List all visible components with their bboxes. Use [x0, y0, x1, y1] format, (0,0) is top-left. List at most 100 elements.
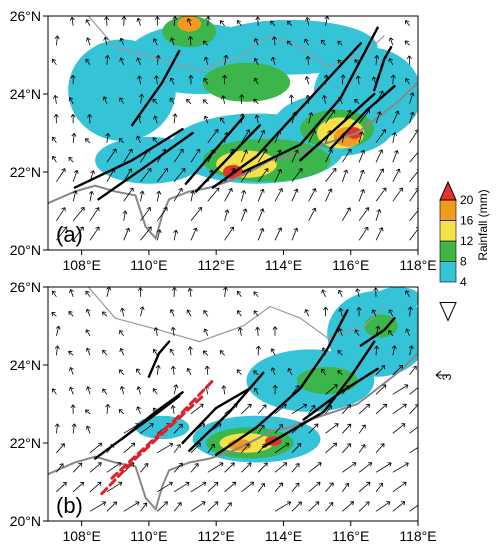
x-tick-label: 112°E: [198, 257, 235, 273]
panel-b-label: (b): [56, 493, 83, 518]
wind-vector: [172, 113, 178, 124]
wind-vector: [140, 502, 148, 512]
wind-vector: [85, 425, 91, 434]
shear-line-10: [373, 46, 393, 92]
wind-vector: [391, 345, 397, 356]
wind-vector: [122, 210, 128, 221]
wind-vector: [325, 168, 337, 183]
wind-vector: [371, 309, 377, 317]
wind-vector: [203, 56, 209, 65]
wind-vector: [409, 92, 415, 104]
wind-vector: [253, 77, 259, 85]
wind-vector: [170, 326, 176, 336]
wind-vector: [219, 20, 225, 27]
wind-vector: [355, 288, 361, 297]
wind-vector: [187, 346, 193, 356]
x-tick-label: 110°E: [130, 528, 167, 544]
wind-vector: [236, 290, 242, 298]
wind-vector: [169, 309, 175, 317]
wind-vector: [87, 114, 93, 124]
wind-vector: [274, 423, 283, 434]
wind-vector: [257, 404, 267, 415]
wind-vector: [388, 37, 394, 46]
wind-vector: [392, 481, 407, 493]
wind-vector: [374, 345, 380, 356]
wind-vector: [409, 187, 418, 202]
wind-vector: [69, 386, 74, 395]
wind-vector: [255, 345, 261, 356]
wind-vector: [203, 310, 209, 317]
wind-vector: [270, 348, 276, 356]
shear-line-5: [188, 371, 265, 452]
wind-vector: [154, 75, 160, 85]
colorbar-segment-1: [439, 261, 457, 283]
wind-vector: [51, 155, 57, 163]
coastline-b: [48, 287, 418, 512]
wind-vector: [274, 482, 284, 493]
wind-vector: [324, 16, 330, 26]
colorbar-segment-3: [439, 220, 457, 242]
wind-vector: [325, 482, 334, 493]
wind-vector: [118, 138, 124, 144]
wind-vector: [236, 20, 242, 27]
wind-vector: [155, 55, 161, 65]
wind-vector: [291, 403, 308, 415]
wind-vector: [255, 16, 261, 26]
wind-vector: [241, 443, 250, 454]
wind-vector: [325, 188, 333, 202]
wind-vector: [274, 501, 292, 512]
wind-vector: [253, 387, 259, 395]
wind-vector: [72, 462, 83, 473]
wind-vector: [325, 423, 339, 434]
wind-vector: [51, 136, 57, 144]
wind-vector: [89, 481, 102, 493]
wind-vector: [153, 327, 159, 336]
wind-vector: [325, 384, 338, 395]
wind-vector: [123, 501, 140, 512]
wind-vector: [173, 229, 179, 241]
wind-vector: [224, 481, 237, 493]
wind-vector: [308, 501, 320, 512]
wind-vector: [104, 55, 110, 65]
wind-vector: [69, 289, 74, 297]
wind-vector: [354, 98, 360, 105]
wind-vector: [325, 109, 336, 124]
wind-vector: [375, 187, 387, 202]
wind-vector: [392, 187, 403, 202]
wind-vector: [274, 188, 283, 202]
wind-vector: [340, 74, 346, 85]
wind-vector: [152, 137, 158, 144]
y-tick-label: 22°N: [10, 164, 41, 180]
wind-vector: [156, 190, 162, 202]
wind-vector: [173, 168, 186, 183]
wind-vector: [375, 227, 384, 241]
wind-vector: [202, 350, 209, 356]
wind-vector: [241, 481, 255, 493]
wind-vector: [56, 226, 68, 241]
wind-vector: [308, 112, 314, 124]
wind-vector: [304, 309, 310, 317]
wind-vector: [342, 423, 352, 434]
wind-vector: [222, 74, 228, 85]
wind-vector: [119, 330, 125, 337]
wind-vector: [388, 58, 394, 65]
shear-lines-a: [73, 26, 396, 201]
shear-line-3: [147, 340, 171, 378]
wind-vector: [325, 149, 333, 163]
wind-vector: [85, 329, 91, 337]
wind-vector: [291, 168, 303, 183]
wind-vector: [241, 462, 252, 473]
wind-vector: [241, 208, 248, 221]
colorbar-tick-label: 20: [460, 193, 474, 207]
wind-vector: [274, 442, 290, 454]
wind-vector: [56, 481, 67, 493]
wind-vector: [308, 423, 319, 434]
wind-vector: [392, 132, 397, 143]
wind-vector: [136, 57, 141, 65]
wind-vector: [375, 482, 383, 493]
colorbar-segment-2: [439, 240, 457, 262]
x-tick-label: 118°E: [399, 257, 436, 273]
wind-vector: [241, 190, 247, 202]
wind-vector: [253, 291, 259, 298]
wind-vector: [170, 365, 176, 375]
